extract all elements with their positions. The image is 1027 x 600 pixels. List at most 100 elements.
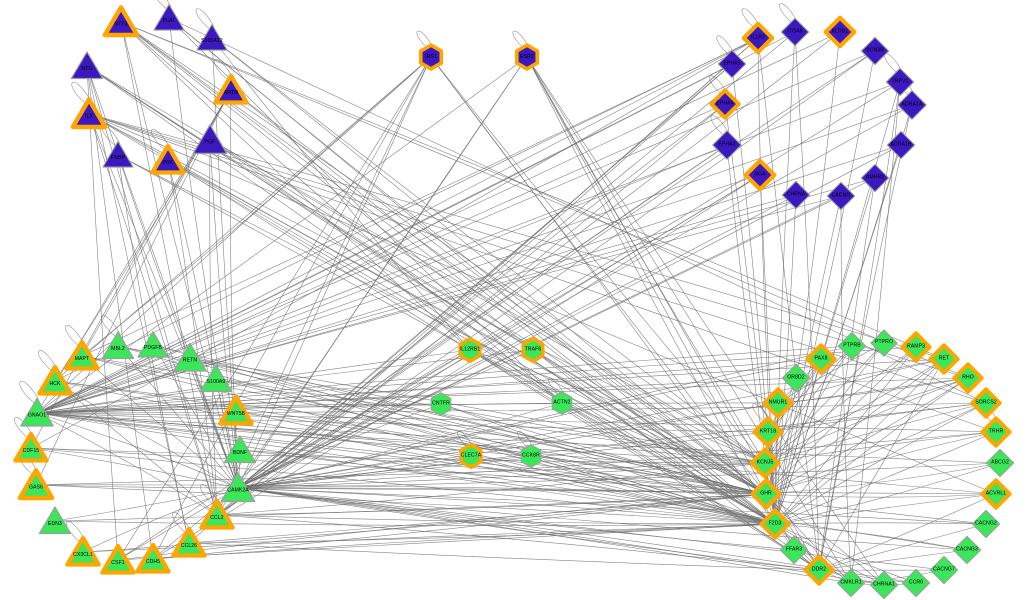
graph-edge [152, 523, 776, 560]
graph-edge [794, 31, 820, 571]
graph-edge [765, 402, 987, 495]
graph-edge [767, 377, 969, 433]
graph-edge [765, 346, 917, 495]
diamond-glyph [929, 555, 959, 585]
graph-edge [35, 484, 239, 489]
graph-node-ptpro[interactable]: PTPRO [867, 326, 902, 361]
graph-edge [54, 487, 239, 522]
graph-edge [36, 412, 472, 457]
graph-node-wnt5b[interactable]: WNT5B [217, 392, 256, 431]
graph-node-cdf15[interactable]: CDF15 [12, 429, 51, 468]
graph-node-cx3cl1[interactable]: CX3CL1 [64, 533, 103, 572]
graph-node-epha3[interactable]: EPHA3 [708, 126, 746, 164]
graph-node-ntg[interactable]: NTG [68, 47, 107, 86]
graph-node-pgf[interactable]: PGF [189, 119, 231, 161]
graph-node-pdgfb[interactable]: PDGFB [134, 326, 172, 364]
graph-node-ntf3[interactable]: NTF3 [101, 2, 142, 43]
triangle-glyph [223, 435, 257, 464]
triangle-glyph [199, 364, 233, 393]
node-shape [780, 17, 810, 47]
graph-node-adra1a[interactable]: ADRA1A [893, 86, 931, 124]
graph-node-plat[interactable]: PLAT [150, 0, 188, 37]
graph-node-bdnf[interactable]: BDNF [221, 431, 260, 470]
graph-node-cck8r[interactable]: CCK8R [515, 440, 547, 472]
graph-edge [237, 403, 442, 489]
triangle-glyph [13, 431, 49, 463]
graph-edge [765, 431, 997, 495]
graph-edge [88, 113, 766, 464]
graph-edge [36, 412, 769, 433]
graph-node-actn2[interactable]: ACTN2 [546, 387, 578, 419]
graph-self-loop [716, 35, 735, 56]
graph-node-cntfr[interactable]: CNTFR [425, 388, 457, 420]
graph-node-ddr2[interactable]: DDR2 [801, 552, 837, 588]
diamond-glyph [952, 362, 984, 394]
graph-edge [36, 412, 218, 516]
triangle-glyph [101, 331, 135, 360]
triangle-glyph [135, 542, 171, 574]
graph-node-cacng[interactable]: CACNG [823, 178, 859, 214]
graph-edge [152, 493, 767, 560]
graph-node-chrna[interactable]: CHRNA [778, 177, 814, 213]
graph-node-irs1[interactable]: IRS1 [415, 41, 448, 74]
triangle-glyph [213, 73, 249, 105]
graph-edge [469, 349, 776, 525]
graph-edge [765, 493, 885, 586]
node-shape [952, 362, 984, 394]
triangle-glyph [64, 339, 100, 371]
graph-node-cmklr1[interactable]: CMKLR1 [833, 565, 869, 600]
graph-self-loop [38, 350, 58, 373]
graph-node-traf6[interactable]: TRAF6 [517, 334, 549, 366]
graph-node-itga8[interactable]: ITGA8 [777, 14, 813, 50]
graph-edge [36, 63, 733, 414]
node-shape [749, 447, 781, 479]
hexagon-glyph [551, 391, 573, 415]
graph-node-s100a12[interactable]: S100A12 [193, 19, 231, 57]
graph-edge [237, 462, 766, 489]
graph-node-nga[interactable]: NGA [741, 156, 779, 194]
graph-node-artn[interactable]: ARTN [212, 71, 251, 110]
graph-edge [189, 357, 766, 464]
node-shape [459, 442, 483, 470]
graph-node-gnao1[interactable]: GNAO1 [17, 393, 58, 434]
graph-node-ptprb[interactable]: PTPRB [834, 328, 870, 364]
node-shape [781, 363, 811, 393]
triangle-glyph [220, 472, 256, 503]
diamond-glyph [897, 90, 927, 120]
graph-edge [765, 493, 997, 498]
graph-edge [774, 523, 885, 586]
graph-node-gas6[interactable]: GAS6 [16, 465, 57, 506]
graph-node-ccl26[interactable]: CCL26 [170, 524, 209, 563]
graph-edge [35, 484, 776, 525]
graph-node-cdh5[interactable]: CDH5 [134, 540, 173, 579]
node-shape [192, 124, 228, 155]
graph-edge [216, 514, 820, 571]
graph-node-fnbp[interactable]: FNBP [99, 136, 137, 174]
graph-node-ilx[interactable]: ILX [69, 94, 110, 135]
graph-node-epha4[interactable]: EPHA4 [707, 86, 743, 122]
graph-edge [774, 431, 997, 525]
diamond-glyph [780, 17, 810, 47]
graph-node-chrna1[interactable]: CHRNA1 [866, 567, 902, 600]
graph-node-mbl2[interactable]: MBL2 [99, 327, 138, 366]
graph-node-ccr6[interactable]: CCR6 [898, 565, 934, 600]
graph-node-klrb1[interactable]: KLRB1 [821, 13, 859, 51]
diamond-glyph [823, 15, 857, 49]
graph-node-amhr2[interactable]: AMHR2 [857, 160, 893, 196]
graph-node-clec7a[interactable]: CLEC7A [455, 440, 487, 472]
graph-edge [237, 144, 728, 489]
graph-node-il12rb1[interactable]: IL12RB1 [454, 334, 486, 366]
graph-node-esr2[interactable]: ESR2 [511, 41, 544, 74]
graph-edge [36, 412, 1001, 464]
graph-edge [120, 21, 776, 525]
graph-edge [237, 349, 534, 489]
graph-node-prk[interactable]: PRK [149, 141, 188, 180]
graph-node-epha5[interactable]: EPHA5 [714, 46, 750, 82]
graph-node-adra1b[interactable]: ADRA1B [883, 127, 919, 163]
node-shape [102, 5, 140, 38]
graph-edge [764, 358, 945, 464]
graph-edge [759, 174, 776, 525]
graph-node-csf1[interactable]: CSF1 [99, 541, 138, 580]
node-shape [223, 435, 257, 464]
